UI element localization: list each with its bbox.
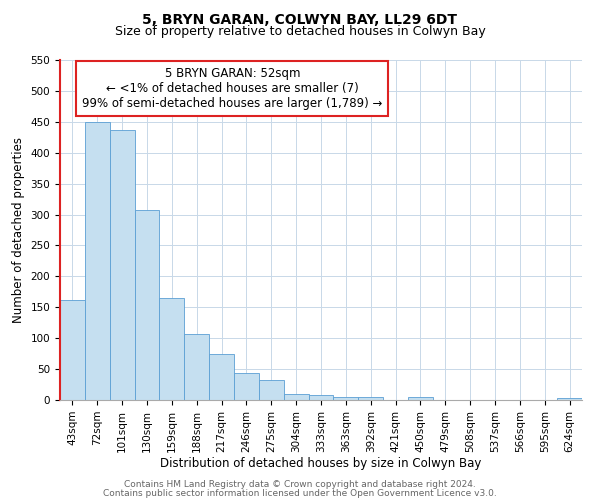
Bar — [408, 397, 433, 400]
Bar — [209, 354, 234, 400]
Text: Contains HM Land Registry data © Crown copyright and database right 2024.: Contains HM Land Registry data © Crown c… — [124, 480, 476, 489]
Bar — [60, 300, 85, 400]
Bar — [284, 394, 308, 400]
Bar — [334, 397, 358, 400]
Bar — [184, 334, 209, 400]
X-axis label: Distribution of detached houses by size in Colwyn Bay: Distribution of detached houses by size … — [160, 458, 482, 470]
Text: Contains public sector information licensed under the Open Government Licence v3: Contains public sector information licen… — [103, 488, 497, 498]
Text: 5, BRYN GARAN, COLWYN BAY, LL29 6DT: 5, BRYN GARAN, COLWYN BAY, LL29 6DT — [143, 12, 458, 26]
Bar — [308, 395, 334, 400]
Bar — [134, 210, 160, 400]
Bar — [160, 298, 184, 400]
Bar — [358, 397, 383, 400]
Bar — [110, 130, 134, 400]
Bar — [259, 380, 284, 400]
Text: Size of property relative to detached houses in Colwyn Bay: Size of property relative to detached ho… — [115, 25, 485, 38]
Text: 5 BRYN GARAN: 52sqm
← <1% of detached houses are smaller (7)
99% of semi-detache: 5 BRYN GARAN: 52sqm ← <1% of detached ho… — [82, 67, 382, 110]
Bar — [557, 398, 582, 400]
Bar — [234, 374, 259, 400]
Y-axis label: Number of detached properties: Number of detached properties — [12, 137, 25, 323]
Bar — [85, 122, 110, 400]
